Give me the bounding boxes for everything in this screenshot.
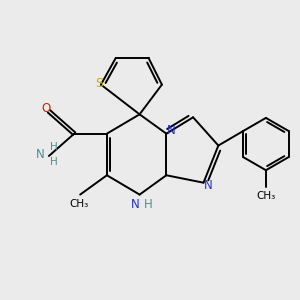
Text: N: N [131,199,140,212]
Text: N: N [204,179,212,192]
Text: O: O [41,102,51,115]
Text: H: H [50,142,58,152]
Text: H: H [144,199,153,212]
Text: CH₃: CH₃ [69,199,88,209]
Text: S: S [95,76,104,90]
Text: CH₃: CH₃ [256,191,275,201]
Text: N: N [36,148,45,161]
Text: N: N [167,124,175,137]
Text: H: H [50,157,58,167]
